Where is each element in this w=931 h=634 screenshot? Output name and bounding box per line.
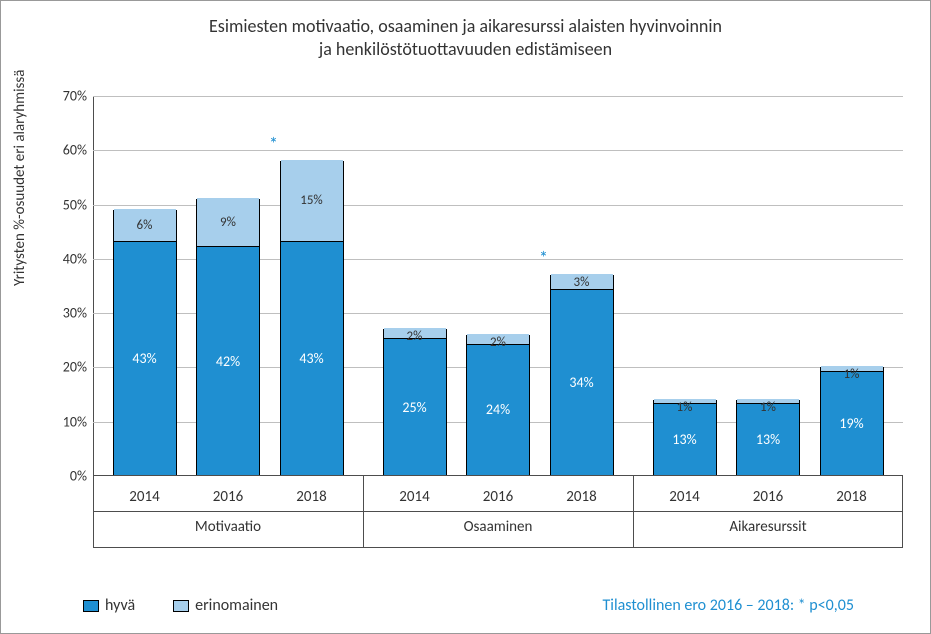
legend: hyvä erinomainen xyxy=(83,596,278,615)
bar-segment-erinomainen: 15% xyxy=(281,160,343,241)
bar-value-hyva: 13% xyxy=(672,431,696,448)
x-tick-year: 2014 xyxy=(399,488,429,506)
grid-line xyxy=(93,96,903,97)
bar-value-hyva: 43% xyxy=(299,350,323,367)
y-tick-label: 50% xyxy=(49,196,87,213)
group-label: Osaaminen xyxy=(464,518,533,536)
legend-item-hyva: hyvä xyxy=(83,596,135,615)
bar-segment-hyva: 19% xyxy=(821,372,883,475)
bar-segment-erinomainen: 1% xyxy=(821,366,883,371)
bar: 24% 2% xyxy=(466,335,530,476)
bar: 43% 6% xyxy=(113,210,177,476)
bar-segment-divider xyxy=(197,246,259,247)
bar-value-hyva: 24% xyxy=(486,401,510,418)
x-axis-tier1-line xyxy=(93,511,903,512)
bar-value-erinomainen: 9% xyxy=(220,215,236,230)
x-tick-year: 2018 xyxy=(566,488,596,506)
bar-value-erinomainen: 15% xyxy=(300,193,322,208)
significance-star: * xyxy=(539,247,548,269)
group-separator xyxy=(633,476,634,548)
bar-segment-erinomainen: 1% xyxy=(737,399,799,404)
chart-container: Esimiesten motivaatio, osaaminen ja aika… xyxy=(1,1,930,633)
bar-segment-hyva: 24% xyxy=(467,345,529,475)
bar: 13% 1% xyxy=(736,400,800,476)
legend-item-erinomainen: erinomainen xyxy=(173,596,278,615)
x-tick-year: 2016 xyxy=(213,488,243,506)
x-tick-year: 2014 xyxy=(129,488,159,506)
bar-value-erinomainen: 2% xyxy=(490,335,506,350)
chart-title: Esimiesten motivaatio, osaaminen ja aika… xyxy=(1,15,930,62)
bar-value-erinomainen: 1% xyxy=(844,367,860,382)
x-axis-tier2-line xyxy=(93,547,903,548)
plot-area: 0%10%20%30%40%50%60%70%Motivaatio43%6%20… xyxy=(93,96,903,476)
bar-segment-hyva: 34% xyxy=(551,290,613,475)
x-axis-baseline xyxy=(93,475,903,476)
bar-value-hyva: 13% xyxy=(756,431,780,448)
bar-value-hyva: 43% xyxy=(132,350,156,367)
bar-value-hyva: 19% xyxy=(839,415,863,432)
group-separator xyxy=(363,476,364,548)
bar-value-erinomainen: 1% xyxy=(677,400,693,415)
y-tick-label: 10% xyxy=(49,413,87,430)
x-tick-year: 2018 xyxy=(296,488,326,506)
legend-swatch-hyva xyxy=(83,600,99,612)
bar: 25% 2% xyxy=(383,329,447,476)
x-axis-sep xyxy=(902,476,903,548)
legend-swatch-erinomainen xyxy=(173,600,189,612)
bar: 42% 9% xyxy=(196,199,260,476)
legend-label-hyva: hyvä xyxy=(105,596,135,615)
title-line-2: ja henkilöstötuottavuuden edistämiseen xyxy=(1,38,930,61)
x-tick-year: 2016 xyxy=(483,488,513,506)
bar-segment-erinomainen: 1% xyxy=(654,399,716,404)
title-line-1: Esimiesten motivaatio, osaaminen ja aika… xyxy=(1,15,930,38)
bar: 19% 1% xyxy=(820,367,884,476)
x-tick-year: 2018 xyxy=(836,488,866,506)
y-tick-label: 70% xyxy=(49,88,87,105)
bar-value-erinomainen: 3% xyxy=(574,275,590,290)
bar-segment-hyva: 43% xyxy=(281,242,343,475)
bar: 34% 3% xyxy=(550,275,614,476)
bar-segment-erinomainen: 2% xyxy=(467,334,529,345)
bar-value-erinomainen: 6% xyxy=(137,218,153,233)
bar-segment-erinomainen: 3% xyxy=(551,274,613,290)
y-tick-label: 60% xyxy=(49,142,87,159)
bar-segment-hyva: 13% xyxy=(654,404,716,475)
bar-value-hyva: 34% xyxy=(569,374,593,391)
bar-segment-erinomainen: 6% xyxy=(114,209,176,242)
bar-value-hyva: 42% xyxy=(216,353,240,370)
legend-label-erinomainen: erinomainen xyxy=(195,596,278,615)
grid-line xyxy=(93,150,903,151)
x-tick-year: 2016 xyxy=(753,488,783,506)
bar-segment-divider xyxy=(114,241,176,242)
bar-segment-erinomainen: 9% xyxy=(197,198,259,247)
group-label: Motivaatio xyxy=(195,518,261,536)
bar-segment-hyva: 13% xyxy=(737,404,799,475)
x-tick-year: 2014 xyxy=(669,488,699,506)
bar: 43% 15% xyxy=(280,161,344,476)
x-axis-sep xyxy=(93,476,94,548)
bar-segment-divider xyxy=(281,241,343,242)
significance-star: * xyxy=(269,133,278,155)
significance-note: Tilastollinen ero 2016 – 2018: * p<0,05 xyxy=(602,596,854,615)
y-axis-line xyxy=(93,96,94,476)
bar-value-erinomainen: 1% xyxy=(760,400,776,415)
bar-value-erinomainen: 2% xyxy=(407,329,423,344)
y-tick-label: 40% xyxy=(49,250,87,267)
y-tick-label: 0% xyxy=(49,468,87,485)
bar: 13% 1% xyxy=(653,400,717,476)
y-axis-label: Yritysten %-osuudet eri alaryhmissä xyxy=(11,70,29,286)
bar-segment-hyva: 43% xyxy=(114,242,176,475)
y-tick-label: 30% xyxy=(49,305,87,322)
y-tick-label: 20% xyxy=(49,359,87,376)
bar-value-hyva: 25% xyxy=(402,399,426,416)
bar-segment-hyva: 25% xyxy=(384,339,446,475)
bar-segment-hyva: 42% xyxy=(197,247,259,475)
bar-segment-erinomainen: 2% xyxy=(384,328,446,339)
group-label: Aikaresurssit xyxy=(729,518,806,536)
